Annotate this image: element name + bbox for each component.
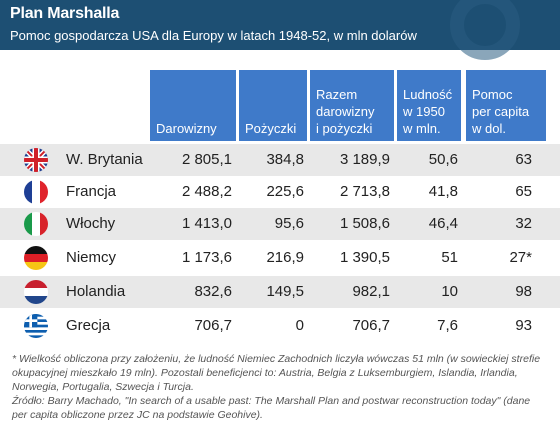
- table-row: Francja 2 488,2 225,6 2 713,8 41,8 65: [0, 176, 560, 208]
- footnote: * Wielkość obliczona przy założeniu, że …: [12, 352, 548, 422]
- germany-flag-icon: [24, 246, 48, 270]
- column-header-line: Razem: [316, 87, 358, 102]
- cell-pozyczki: 0: [295, 317, 304, 334]
- country-name: Holandia: [66, 283, 126, 300]
- column-header-line: Darowizny: [156, 121, 217, 136]
- country-name: Francja: [66, 183, 117, 200]
- cell-ludnosc: 50,6: [428, 151, 458, 168]
- greece-flag-icon: [24, 314, 48, 338]
- page-subtitle: Pomoc gospodarcza USA dla Europy w latac…: [10, 28, 417, 43]
- country-name: W. Brytania: [66, 151, 143, 168]
- column-header-line: w 1950: [403, 104, 445, 119]
- cell-razem: 706,7: [352, 317, 390, 334]
- page-title: Plan Marshalla: [10, 5, 120, 22]
- column-header-per-capita: Pomoc per capita w dol.: [466, 70, 546, 141]
- column-header-ludnosc: Ludność w 1950 w mln.: [397, 70, 461, 141]
- cell-razem: 982,1: [352, 283, 390, 300]
- cell-per-capita: 65: [515, 183, 532, 200]
- cell-razem: 2 713,8: [339, 183, 390, 200]
- table-row: Grecja 706,7 0 706,7 7,6 93: [0, 310, 560, 342]
- cell-per-capita: 98: [515, 283, 532, 300]
- cell-ludnosc: 7,6: [437, 317, 458, 334]
- cell-darowizny: 706,7: [194, 317, 232, 334]
- cell-razem: 1 508,6: [339, 215, 390, 232]
- column-header-line: darowizny: [316, 104, 375, 119]
- cell-ludnosc: 10: [441, 283, 458, 300]
- cell-razem: 3 189,9: [339, 151, 390, 168]
- footnote-source: Źródło: Barry Machado, "In search of a u…: [12, 395, 531, 421]
- logo-watermark: [450, 0, 520, 60]
- column-header-line: w mln.: [403, 121, 441, 136]
- cell-pozyczki: 95,6: [274, 215, 304, 232]
- column-header-line: Ludność: [403, 87, 453, 102]
- cell-pozyczki: 149,5: [266, 283, 304, 300]
- cell-pozyczki: 216,9: [266, 249, 304, 266]
- cell-per-capita: 27*: [509, 249, 532, 266]
- cell-darowizny: 2 805,1: [181, 151, 232, 168]
- column-header-line: Pożyczki: [245, 121, 297, 136]
- cell-darowizny: 832,6: [194, 283, 232, 300]
- header-bar: Plan Marshalla Pomoc gospodarcza USA dla…: [0, 0, 560, 60]
- france-flag-icon: [24, 180, 48, 204]
- cell-razem: 1 390,5: [339, 249, 390, 266]
- cell-darowizny: 2 488,2: [181, 183, 232, 200]
- cell-pozyczki: 225,6: [266, 183, 304, 200]
- table-row: W. Brytania 2 805,1 384,8 3 189,9 50,6 6…: [0, 144, 560, 176]
- cell-pozyczki: 384,8: [266, 151, 304, 168]
- netherlands-flag-icon: [24, 280, 48, 304]
- cell-per-capita: 93: [515, 317, 532, 334]
- table-row: Holandia 832,6 149,5 982,1 10 98: [0, 276, 560, 308]
- column-header-pozyczki: Pożyczki: [239, 70, 307, 141]
- column-header-line: i pożyczki: [316, 121, 373, 136]
- italy-flag-icon: [24, 212, 48, 236]
- column-header-line: Pomoc: [472, 87, 513, 102]
- country-name: Grecja: [66, 317, 111, 334]
- cell-per-capita: 63: [515, 151, 532, 168]
- column-header-razem: Razem darowizny i pożyczki: [310, 70, 394, 141]
- country-name: Niemcy: [66, 249, 117, 266]
- column-header-line: per capita: [472, 104, 530, 119]
- cell-darowizny: 1 173,6: [181, 249, 232, 266]
- cell-ludnosc: 46,4: [428, 215, 458, 232]
- uk-flag-icon: [24, 148, 48, 172]
- country-name: Włochy: [66, 215, 116, 232]
- column-header-line: w dol.: [472, 121, 506, 136]
- footnote-note: * Wielkość obliczona przy założeniu, że …: [12, 353, 541, 393]
- cell-ludnosc: 41,8: [428, 183, 458, 200]
- cell-per-capita: 32: [515, 215, 532, 232]
- column-header-darowizny: Darowizny: [150, 70, 236, 141]
- cell-ludnosc: 51: [441, 249, 458, 266]
- table-row: Niemcy 1 173,6 216,9 1 390,5 51 27*: [0, 242, 560, 274]
- cell-darowizny: 1 413,0: [181, 215, 232, 232]
- table-row: Włochy 1 413,0 95,6 1 508,6 46,4 32: [0, 208, 560, 240]
